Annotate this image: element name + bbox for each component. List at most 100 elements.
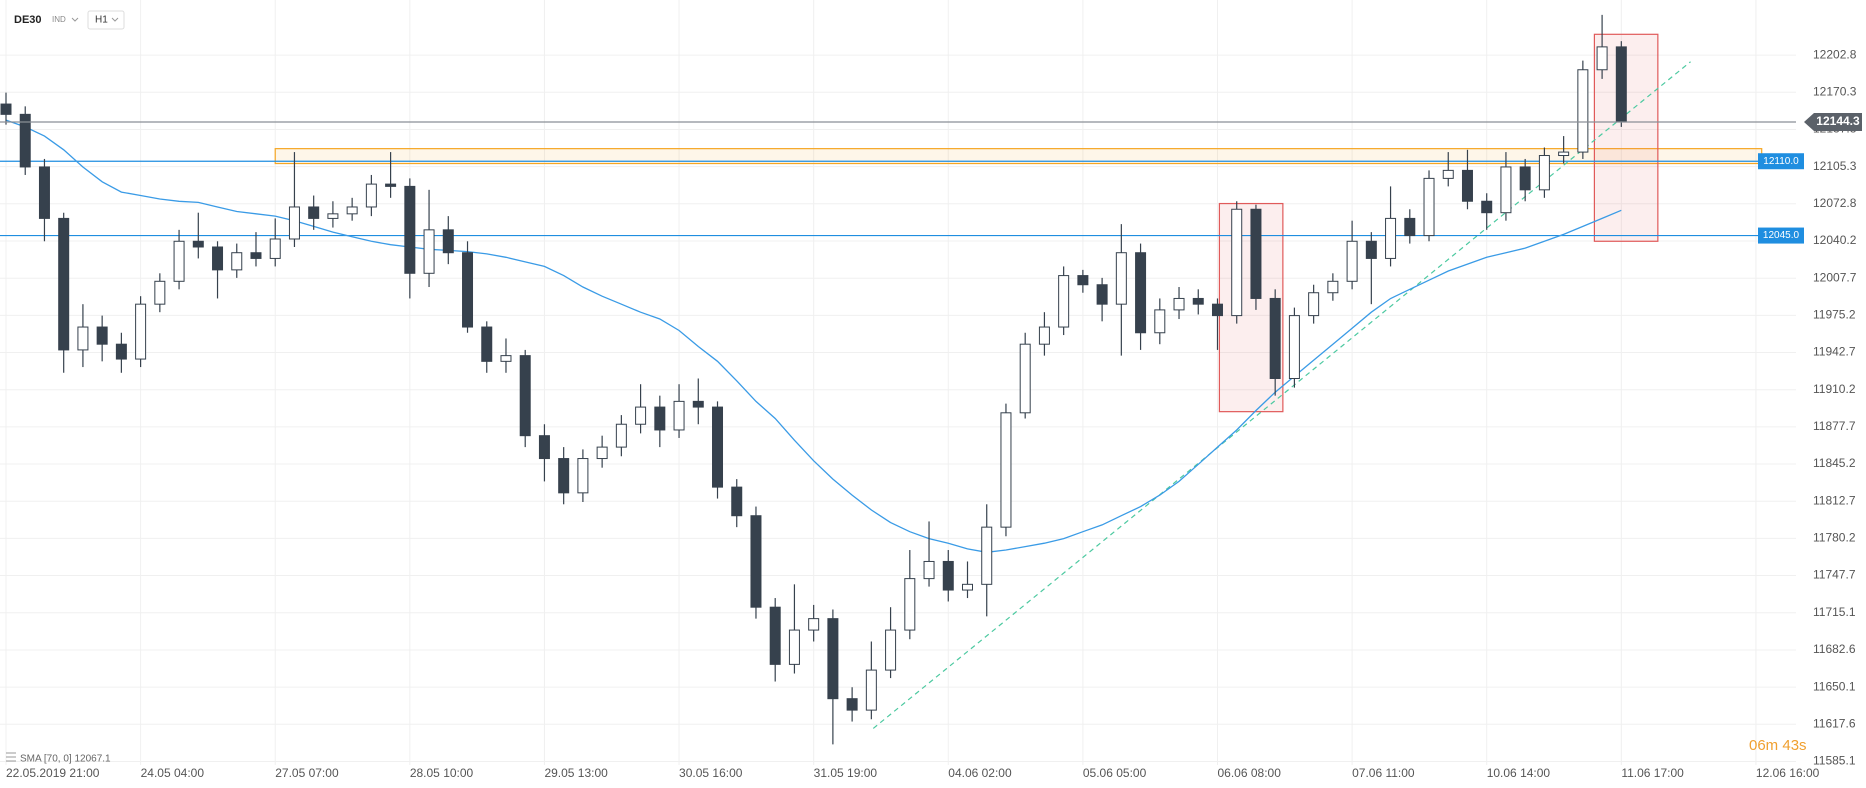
- candle-body: [558, 458, 570, 494]
- candle-body: [442, 229, 454, 254]
- candle-body: [981, 526, 993, 585]
- candle-body: [173, 240, 185, 282]
- y-tick-label: 11975.2: [1813, 308, 1856, 322]
- current-price-label: 12144.3: [1816, 114, 1860, 128]
- candle-body: [596, 446, 608, 460]
- y-tick-label: 12007.7: [1813, 270, 1857, 284]
- candle-body: [19, 113, 31, 168]
- candle-body: [577, 458, 589, 494]
- candle-body: [1077, 275, 1089, 286]
- plot-area: [0, 14, 1796, 745]
- candle-body: [1173, 297, 1185, 311]
- dropdown-icon[interactable]: [111, 17, 119, 22]
- y-tick-label: 11812.7: [1813, 493, 1856, 507]
- candle-body: [269, 238, 281, 259]
- candle-body: [1058, 275, 1070, 328]
- x-tick-label: 11.06 17:00: [1621, 766, 1684, 780]
- candle-body: [327, 213, 339, 219]
- indicator-icon[interactable]: [6, 752, 16, 762]
- candle-body: [1308, 292, 1320, 317]
- candle-body: [769, 606, 781, 665]
- y-tick-label: 11682.6: [1813, 642, 1856, 656]
- candle-body: [1577, 69, 1589, 153]
- y-tick-label: 12202.8: [1813, 47, 1857, 61]
- x-tick-label: 12.06 16:00: [1756, 766, 1820, 780]
- x-tick-label: 24.05 04:00: [141, 766, 205, 780]
- candle-body: [1288, 315, 1300, 379]
- symbol: DE30: [14, 14, 42, 26]
- candle-body: [1404, 217, 1416, 237]
- candle-body: [808, 618, 820, 631]
- y-tick-label: 12170.3: [1813, 84, 1857, 98]
- candle-body: [538, 435, 550, 460]
- level-label: 12045.0: [1763, 230, 1800, 241]
- candle-body: [1135, 252, 1147, 334]
- candle-body: [846, 698, 858, 711]
- x-tick-label: 05.06 05:00: [1083, 766, 1147, 780]
- candle-body: [1019, 343, 1031, 414]
- level-tag: [1758, 153, 1804, 170]
- x-tick-label: 28.05 10:00: [410, 766, 474, 780]
- y-tick-label: 11747.7: [1813, 568, 1856, 582]
- candle-body: [827, 618, 839, 700]
- candle-body: [192, 240, 204, 248]
- timeframe[interactable]: H1: [95, 15, 108, 26]
- candle-body: [923, 560, 935, 580]
- y-tick-label: 12040.2: [1813, 233, 1857, 247]
- candle-body: [1346, 240, 1358, 282]
- x-tick-label: 07.06 11:00: [1352, 766, 1415, 780]
- x-tick-label: 06.06 08:00: [1217, 766, 1281, 780]
- candle-body: [96, 326, 108, 345]
- candle-body: [38, 166, 50, 219]
- candle-body: [77, 326, 89, 351]
- dropdown-icon[interactable]: [71, 17, 79, 22]
- y-tick-label: 12105.3: [1813, 159, 1857, 173]
- candle-body: [885, 629, 897, 671]
- y-tick-label: 11845.2: [1813, 456, 1856, 470]
- candle-body: [346, 206, 358, 215]
- candle-body: [1365, 240, 1377, 259]
- grid: [0, 0, 1796, 765]
- candle-body: [231, 252, 243, 271]
- candle-body: [615, 423, 627, 448]
- candle-body: [1558, 151, 1570, 157]
- candle-body: [1154, 309, 1166, 334]
- candle-body: [1481, 200, 1493, 214]
- level-tag: [1758, 227, 1804, 244]
- candle-body: [1038, 326, 1050, 345]
- candle-body: [673, 400, 685, 431]
- y-tick-label: 11585.1: [1813, 754, 1856, 768]
- candle-timer: 06m 43s: [1749, 737, 1807, 754]
- y-tick-label: 11942.7: [1813, 345, 1856, 359]
- candle-body: [154, 280, 166, 305]
- candle-body: [1192, 297, 1204, 305]
- candle-body: [1250, 208, 1262, 299]
- candle-body: [1231, 208, 1243, 317]
- candle-body: [654, 406, 666, 431]
- x-tick-label: 04.06 02:00: [948, 766, 1012, 780]
- candle-body: [1115, 252, 1127, 305]
- candle-body: [750, 515, 762, 608]
- candle-body: [1519, 166, 1531, 191]
- candle-body: [1423, 177, 1435, 237]
- candle-body: [692, 400, 704, 408]
- timeframe-button[interactable]: [87, 10, 125, 30]
- candle-body: [58, 217, 70, 351]
- candle-body: [1442, 169, 1454, 179]
- candle-body: [865, 669, 877, 711]
- candle-body: [635, 406, 647, 425]
- candle-body: [135, 303, 147, 360]
- candle-body: [1461, 169, 1473, 202]
- instrument-type[interactable]: IND: [52, 15, 66, 24]
- candle-body: [1385, 217, 1397, 259]
- price-tag: [1804, 113, 1862, 132]
- y-tick-label: 11617.6: [1813, 716, 1856, 730]
- toolbar: DE30 IND H1 06m 43s SMA [70, 0] 12067.1: [6, 10, 1807, 765]
- candle-body: [288, 206, 300, 240]
- candle-body: [942, 560, 954, 591]
- candle-body: [788, 629, 800, 665]
- candle-body: [1500, 166, 1512, 214]
- candle-body: [1615, 46, 1627, 123]
- candle-body: [212, 246, 224, 271]
